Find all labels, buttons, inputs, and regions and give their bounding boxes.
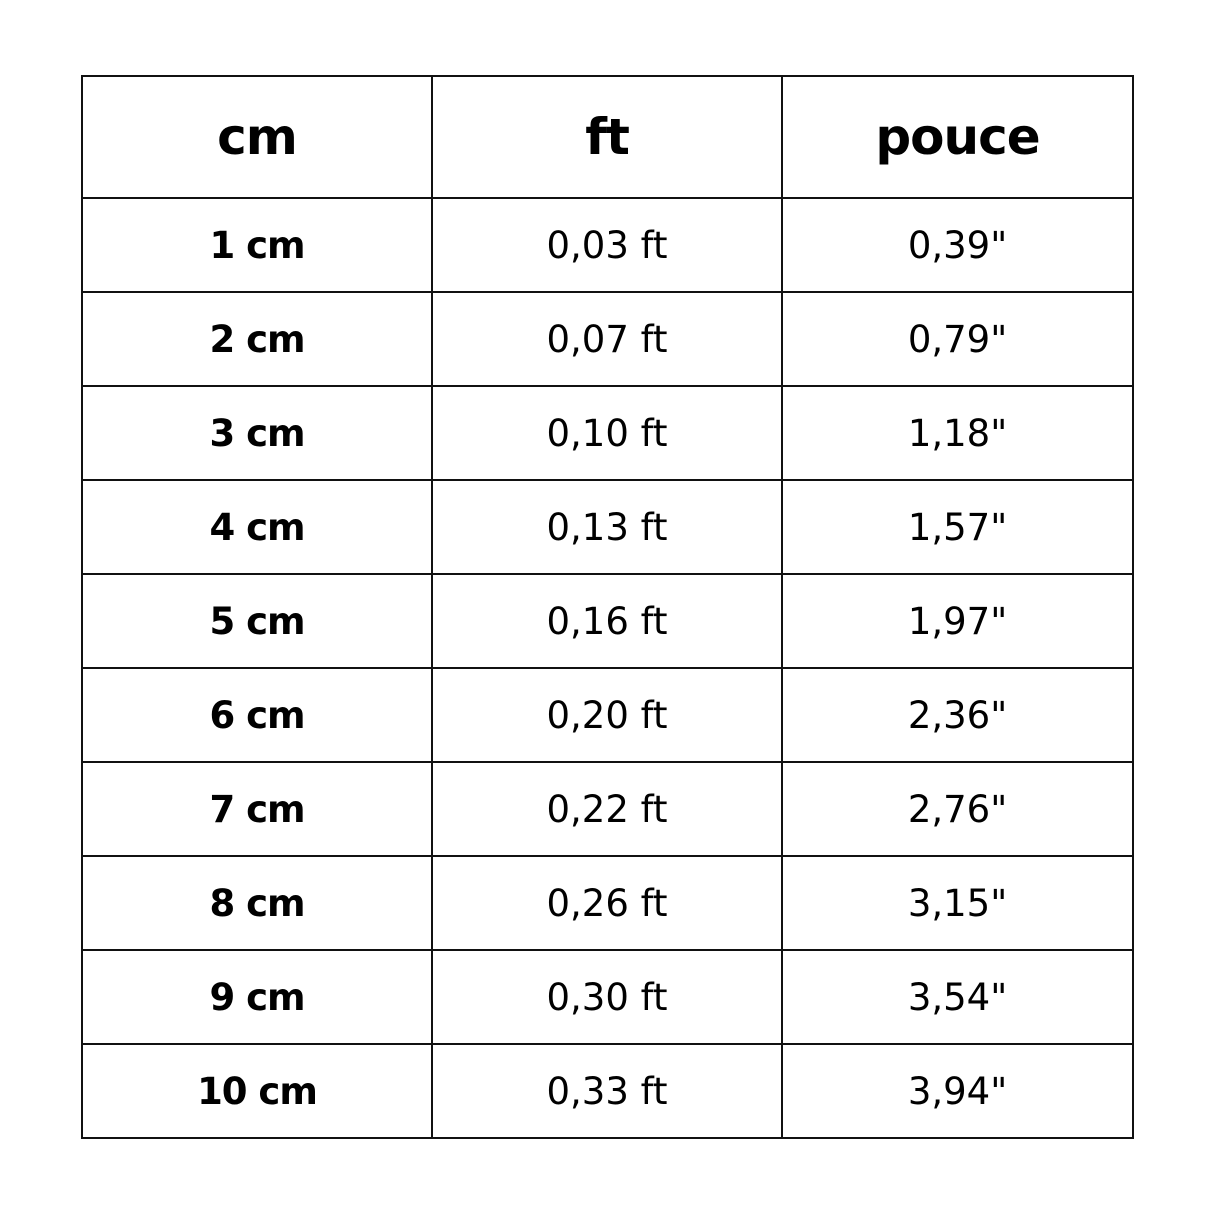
cell-pouce: 1,18" (781, 385, 1134, 481)
cell-ft: 0,03 ft (430, 197, 784, 293)
table-row: 10 cm 0,33 ft 3,94" (81, 1043, 1134, 1139)
table-row: 8 cm 0,26 ft 3,15" (81, 855, 1134, 951)
cell-ft: 0,07 ft (430, 291, 784, 387)
cell-pouce: 3,54" (781, 949, 1134, 1045)
table-row: 9 cm 0,30 ft 3,54" (81, 949, 1134, 1045)
header-row: cm ft pouce (81, 75, 1134, 199)
cell-cm: 3 cm (81, 385, 433, 481)
table-row: 4 cm 0,13 ft 1,57" (81, 479, 1134, 575)
cell-ft: 0,33 ft (430, 1043, 784, 1139)
cell-cm: 6 cm (81, 667, 433, 763)
cell-cm: 7 cm (81, 761, 433, 857)
cell-ft: 0,30 ft (430, 949, 784, 1045)
cell-pouce: 1,97" (781, 573, 1134, 669)
cell-ft: 0,22 ft (430, 761, 784, 857)
cell-pouce: 2,36" (781, 667, 1134, 763)
header-cm: cm (81, 75, 433, 199)
header-pouce: pouce (781, 75, 1134, 199)
cell-cm: 5 cm (81, 573, 433, 669)
table-row: 1 cm 0,03 ft 0,39" (81, 197, 1134, 293)
cell-cm: 10 cm (81, 1043, 433, 1139)
cell-pouce: 0,39" (781, 197, 1134, 293)
table-row: 5 cm 0,16 ft 1,97" (81, 573, 1134, 669)
header-ft: ft (430, 75, 784, 199)
cell-cm: 1 cm (81, 197, 433, 293)
cell-ft: 0,13 ft (430, 479, 784, 575)
cell-pouce: 3,94" (781, 1043, 1134, 1139)
cell-ft: 0,10 ft (430, 385, 784, 481)
table-row: 6 cm 0,20 ft 2,36" (81, 667, 1134, 763)
table-row: 2 cm 0,07 ft 0,79" (81, 291, 1134, 387)
table-row: 3 cm 0,10 ft 1,18" (81, 385, 1134, 481)
cell-ft: 0,20 ft (430, 667, 784, 763)
cell-cm: 9 cm (81, 949, 433, 1045)
conversion-table: cm ft pouce 1 cm 0,03 ft 0,39" 2 cm 0,07 ft 0… (81, 75, 1134, 1139)
table-row: 7 cm 0,22 ft 2,76" (81, 761, 1134, 857)
cell-pouce: 2,76" (781, 761, 1134, 857)
cell-pouce: 3,15" (781, 855, 1134, 951)
cell-ft: 0,16 ft (430, 573, 784, 669)
cell-ft: 0,26 ft (430, 855, 784, 951)
cell-cm: 2 cm (81, 291, 433, 387)
cell-pouce: 1,57" (781, 479, 1134, 575)
cell-cm: 8 cm (81, 855, 433, 951)
cell-cm: 4 cm (81, 479, 433, 575)
cell-pouce: 0,79" (781, 291, 1134, 387)
